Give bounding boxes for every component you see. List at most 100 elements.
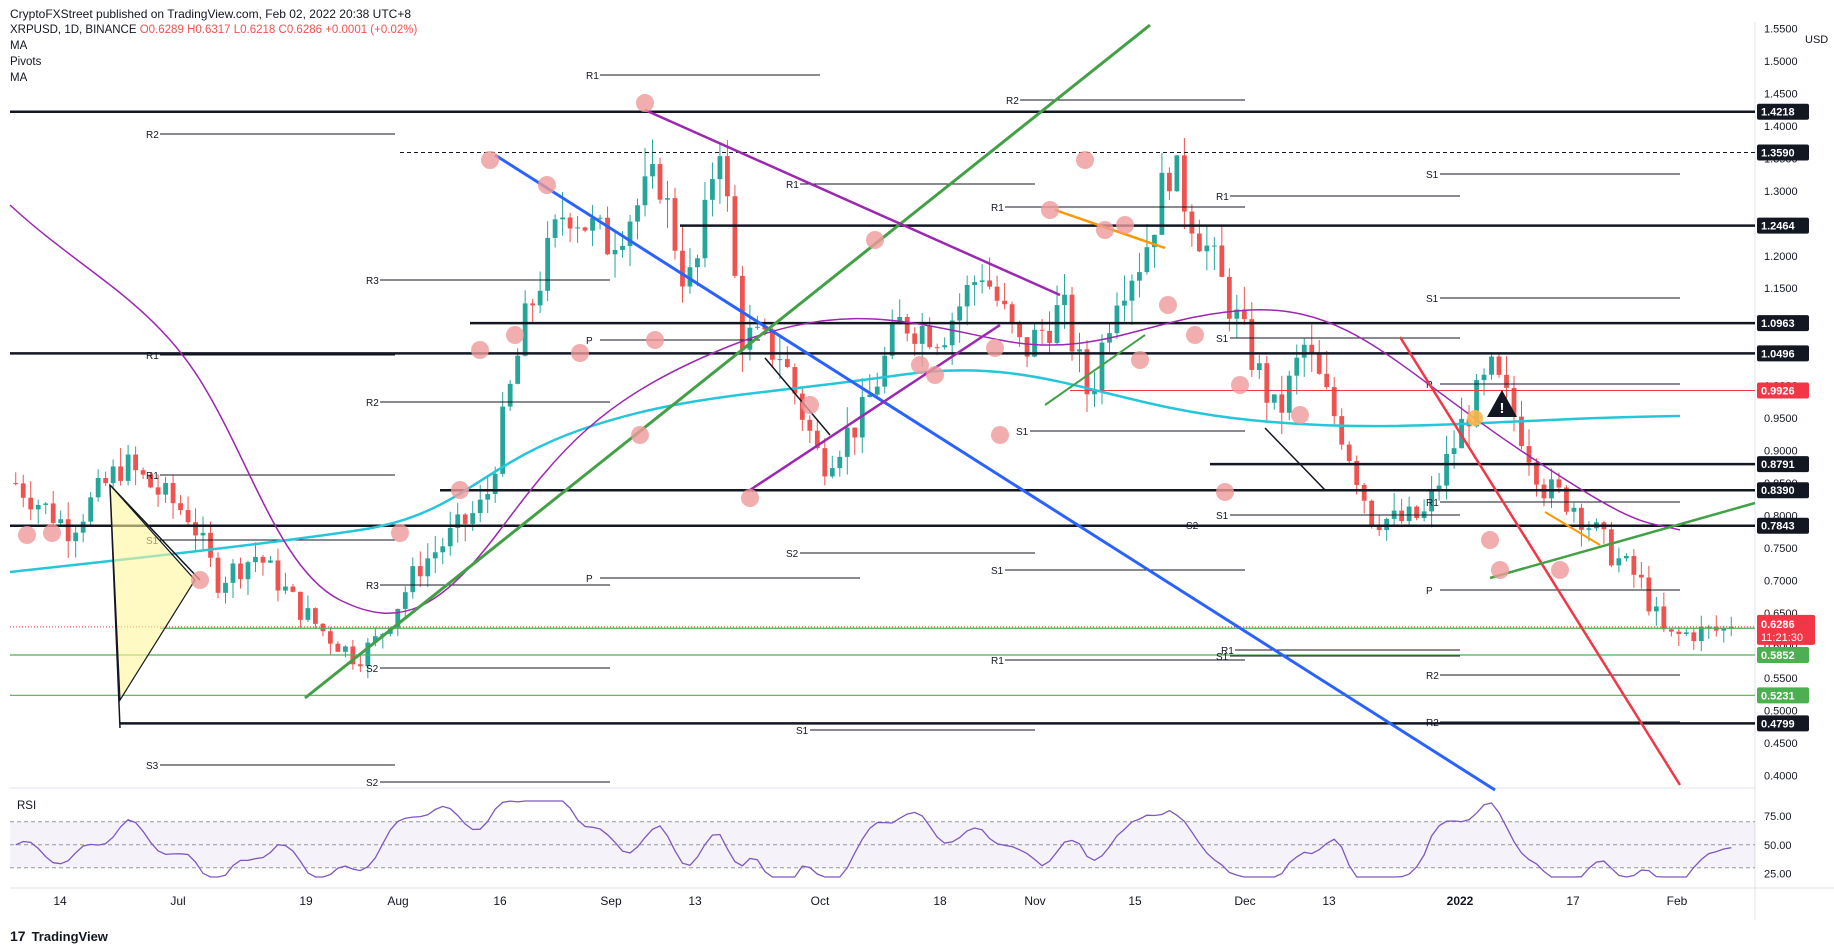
pivot-label: S2 <box>366 664 379 675</box>
candle-body <box>208 532 213 558</box>
candle-body <box>1032 329 1037 357</box>
pivot-label: R1 <box>586 71 599 82</box>
candle-body <box>1698 626 1704 642</box>
countdown-label: 11:21:30 <box>1761 632 1803 644</box>
candle-body <box>814 430 820 449</box>
candle-body <box>1114 305 1120 334</box>
candle-body <box>73 532 79 542</box>
candle-body <box>964 284 970 307</box>
low-value: L0.6218 <box>233 24 276 36</box>
indicator-pivots[interactable]: Pivots <box>10 56 42 68</box>
candle-body <box>972 282 978 285</box>
candle-body <box>125 454 131 481</box>
level-tag-label: 1.4218 <box>1761 107 1795 119</box>
candle-body <box>792 367 798 394</box>
candle-body <box>1361 484 1367 501</box>
x-tick-label: Feb <box>1667 894 1688 908</box>
candle-body <box>545 237 551 291</box>
indicator-ma-2[interactable]: MA <box>10 72 28 84</box>
candle-body <box>1541 484 1547 499</box>
candle-body <box>1129 280 1135 301</box>
candle-body <box>1354 461 1360 485</box>
candle-body <box>1339 416 1345 445</box>
candle-body <box>927 326 933 348</box>
candle-body <box>1152 234 1157 248</box>
trend-line <box>494 153 1496 792</box>
level-tag-label: 1.3590 <box>1761 148 1795 160</box>
highlight-circle <box>571 344 589 362</box>
x-tick-label: 15 <box>1128 894 1142 908</box>
candle-body <box>665 198 670 200</box>
candle-body <box>1519 416 1524 447</box>
level-tag-label: 0.5231 <box>1761 690 1795 702</box>
open-value: O0.6289 <box>139 24 184 36</box>
candle-body <box>717 156 723 180</box>
warning-triangle <box>1487 390 1517 417</box>
level-tag-label: 1.0496 <box>1761 348 1795 360</box>
y-tick-label: 0.9500 <box>1764 413 1798 425</box>
ohlc-row: XRPUSD, 1D, BINANCE O0.6289 H0.6317 L0.6… <box>10 22 417 38</box>
highlight-circle <box>506 326 524 344</box>
symbol-info: XRPUSD, 1D, BINANCE <box>10 24 137 36</box>
candle-body <box>702 199 708 259</box>
candle-body <box>245 562 251 580</box>
pivot-label: R1 <box>991 656 1004 667</box>
trend-line <box>1044 334 1146 406</box>
candle-body <box>1496 356 1502 375</box>
y-tick-label: 0.5500 <box>1764 673 1798 685</box>
candle-body <box>238 563 243 580</box>
candle-body <box>1564 487 1569 512</box>
candle-body <box>223 582 228 593</box>
trend-line-orange <box>1544 511 1601 546</box>
y-tick-label: 1.5000 <box>1764 56 1798 68</box>
x-tick-label: Aug <box>387 894 408 908</box>
candle-body <box>455 514 461 528</box>
candle-body <box>1099 342 1105 391</box>
x-tick-label: 2022 <box>1447 894 1474 908</box>
y-tick-label: 0.4000 <box>1764 770 1798 782</box>
candle-body <box>1646 577 1652 612</box>
level-tag-label: 0.5852 <box>1761 650 1795 662</box>
highlight-circle <box>1291 406 1309 424</box>
candle-body <box>133 454 139 471</box>
candle-body <box>822 448 828 477</box>
pivot-label: P <box>586 574 593 585</box>
publisher-line: CryptoFXStreet published on TradingView.… <box>10 7 412 21</box>
level-tag <box>1757 103 1809 120</box>
candle-body <box>43 503 49 505</box>
candle-body <box>620 245 625 251</box>
trend-line <box>644 108 1061 297</box>
candle-body <box>522 303 528 356</box>
rsi-tick-label: 25.00 <box>1764 869 1792 881</box>
footer-brand: 17 TradingView <box>10 928 108 944</box>
highlight-circle <box>1491 561 1509 579</box>
candle-body <box>20 483 26 498</box>
triangle-pattern <box>109 483 196 702</box>
level-tag-label: 0.4799 <box>1761 718 1795 730</box>
candle-body <box>769 329 775 360</box>
level-tag-label: 0.8390 <box>1761 485 1795 497</box>
candle-body <box>118 466 124 481</box>
highlight-circle <box>471 341 489 359</box>
trendlines <box>109 23 1756 792</box>
pivot-label: S1 <box>796 726 809 737</box>
indicator-ma-1[interactable]: MA <box>10 40 28 52</box>
pivot-label: S1 <box>1216 334 1229 345</box>
candle-body <box>710 179 715 200</box>
candle-body <box>530 303 536 306</box>
candle-body <box>1616 558 1622 566</box>
high-value: H0.6317 <box>187 24 231 36</box>
candle-body <box>994 286 1000 301</box>
candle-body <box>50 503 56 524</box>
y-tick-label: 0.5000 <box>1764 705 1798 717</box>
candle-body <box>290 586 296 592</box>
candle-body <box>1579 507 1584 530</box>
tradingview-logo-icon: 17 <box>10 928 26 944</box>
candle-body <box>515 355 521 384</box>
candle-body <box>440 546 446 553</box>
candle-body <box>889 324 895 356</box>
pivot-label: S1 <box>1216 652 1229 663</box>
candle-body <box>1301 344 1307 358</box>
highlight-circle <box>1116 216 1134 234</box>
